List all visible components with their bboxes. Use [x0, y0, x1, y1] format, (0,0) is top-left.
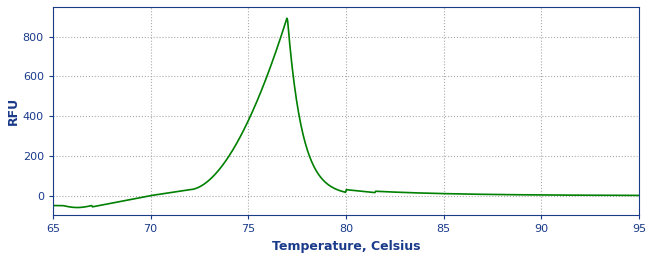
X-axis label: Temperature, Celsius: Temperature, Celsius [272, 240, 420, 253]
Y-axis label: RFU: RFU [7, 97, 20, 125]
